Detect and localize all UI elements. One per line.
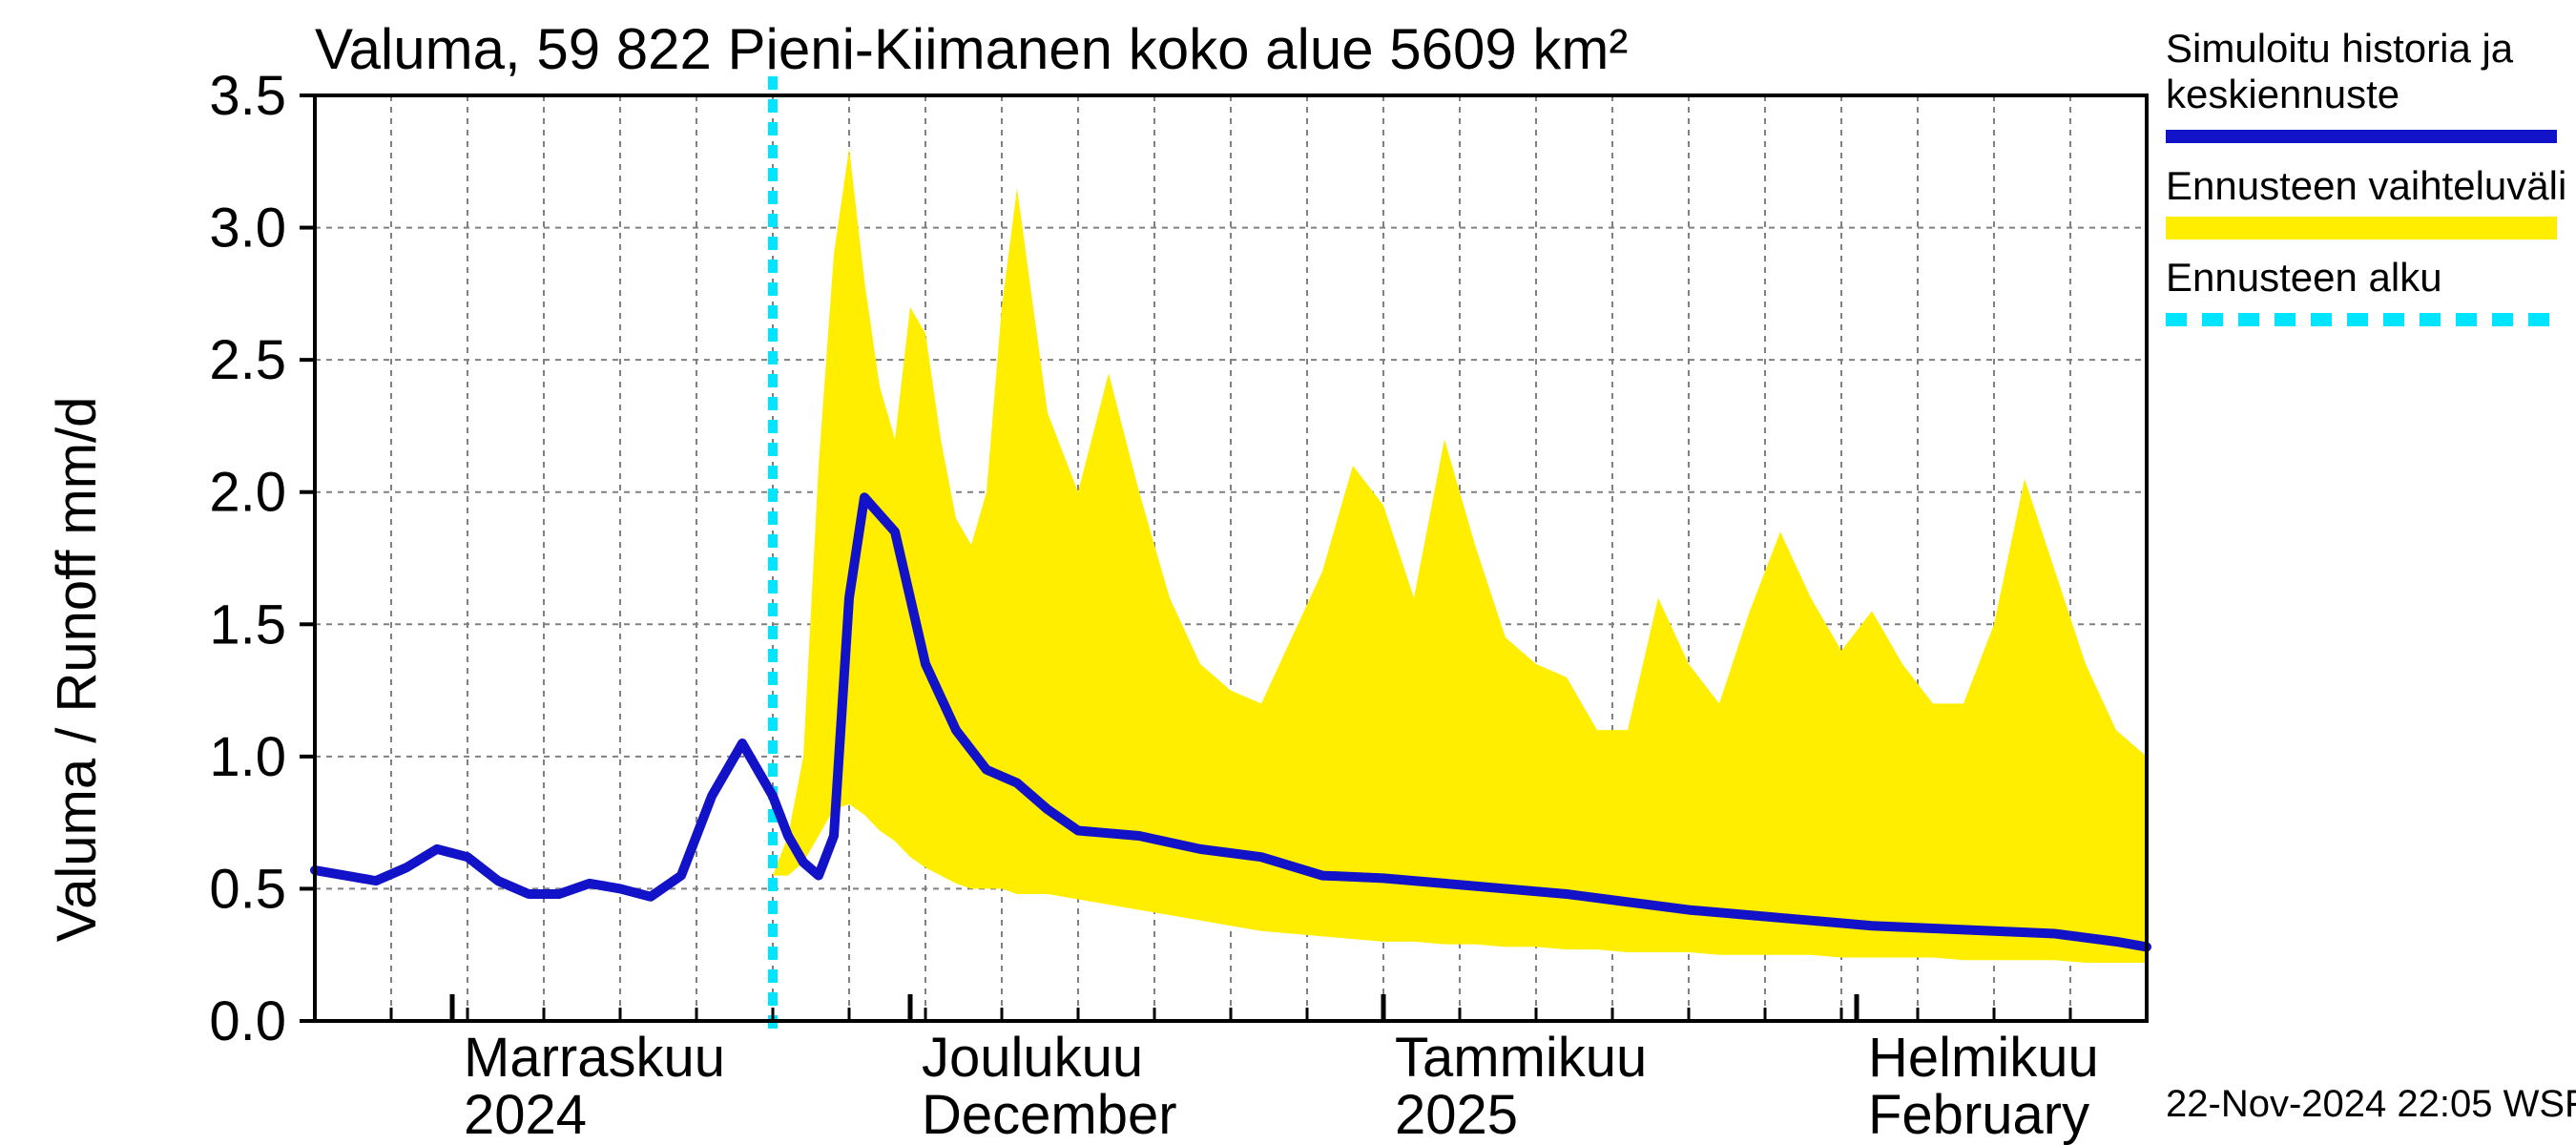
- xtick-label-top: Helmikuu: [1868, 1027, 2099, 1089]
- legend-label: Ennusteen vaihteluväli: [2166, 163, 2566, 208]
- xtick-label-top: Joulukuu: [922, 1027, 1143, 1089]
- xtick-label-bottom: February: [1868, 1084, 2089, 1145]
- ytick-label: 0.0: [209, 990, 286, 1052]
- y-axis-label: Valuma / Runoff mm/d: [46, 397, 108, 943]
- ytick-label: 2.5: [209, 329, 286, 391]
- xtick-label-bottom: 2024: [464, 1084, 587, 1145]
- xtick-label-top: Marraskuu: [464, 1027, 725, 1089]
- xtick-label-bottom: December: [922, 1084, 1177, 1145]
- legend-swatch-band: [2166, 217, 2557, 239]
- chart-svg: 0.0 0.5 1.0 1.5 2.0 2.5 3.0 3.5 Marraskuu2024 Jou…: [0, 0, 2576, 1145]
- ytick-label: 0.5: [209, 858, 286, 920]
- chart-footer: 22-Nov-2024 22:05 WSFS-O: [2166, 1083, 2576, 1125]
- chart-title: Valuma, 59 822 Pieni-Kiimanen koko alue …: [315, 17, 1628, 81]
- xtick-label-bottom: 2025: [1395, 1084, 1518, 1145]
- legend-label: keskiennuste: [2166, 72, 2399, 116]
- xtick-label-top: Tammikuu: [1395, 1027, 1647, 1089]
- ytick-label: 3.5: [209, 65, 286, 127]
- ytick-label: 1.0: [209, 726, 286, 788]
- runoff-chart: 0.0 0.5 1.0 1.5 2.0 2.5 3.0 3.5 Marraskuu2024 Jou…: [0, 0, 2576, 1145]
- ytick-label: 2.0: [209, 462, 286, 524]
- ytick-label: 3.0: [209, 198, 286, 260]
- legend-label: Ennusteen alku: [2166, 255, 2442, 300]
- legend-label: Simuloitu historia ja: [2166, 26, 2514, 71]
- ytick-label: 1.5: [209, 593, 286, 656]
